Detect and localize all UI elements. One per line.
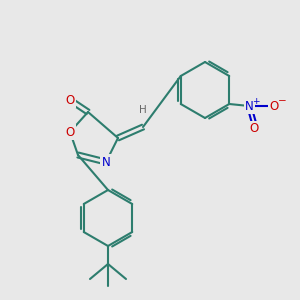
Text: O: O: [250, 122, 259, 136]
Text: N: N: [245, 100, 254, 112]
Text: −: −: [278, 96, 286, 106]
Text: +: +: [253, 97, 260, 106]
Text: O: O: [65, 94, 75, 106]
Text: H: H: [139, 105, 147, 115]
Text: O: O: [270, 100, 279, 112]
Text: N: N: [102, 155, 110, 169]
Text: O: O: [65, 125, 75, 139]
